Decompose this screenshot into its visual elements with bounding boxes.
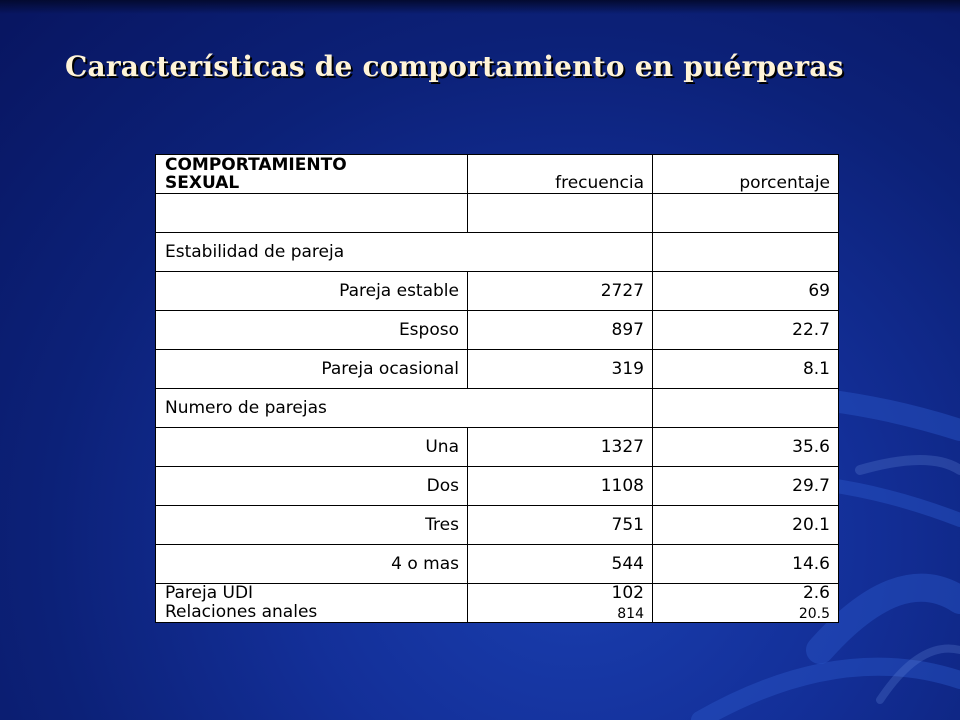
row-label: Esposo — [155, 310, 468, 350]
frecuencia-cell: 1327 — [467, 427, 653, 467]
porcentaje-anales: 20.5 — [798, 605, 830, 622]
row-label: Dos — [155, 466, 468, 506]
row-label: Pareja estable — [155, 271, 468, 311]
table-header-row: COMPORTAMIENTO SEXUAL frecuencia porcent… — [155, 154, 839, 194]
table-row: Una 1327 35.6 — [155, 427, 839, 467]
frecuencia-cell: 319 — [467, 349, 653, 389]
porcentaje-cell: 22.7 — [652, 310, 839, 350]
frecuencia-anales: 814 — [617, 605, 644, 622]
porcentaje-cell: 8.1 — [652, 349, 839, 389]
table-row: Pareja estable 2727 69 — [155, 271, 839, 311]
header-comportamiento: COMPORTAMIENTO SEXUAL — [155, 154, 468, 194]
porcentaje-cell: 2.6 20.5 — [652, 582, 839, 624]
row-label: Pareja ocasional — [155, 349, 468, 389]
behavior-table: COMPORTAMIENTO SEXUAL frecuencia porcent… — [155, 154, 839, 624]
table-row: Dos 1108 29.7 — [155, 466, 839, 506]
header-porcentaje: porcentaje — [652, 154, 839, 194]
empty-cell — [652, 232, 839, 272]
row-label: 4 o mas — [155, 544, 468, 584]
label-relaciones-anales: Relaciones anales — [165, 602, 318, 623]
frecuencia-cell: 897 — [467, 310, 653, 350]
porcentaje-cell: 14.6 — [652, 544, 839, 584]
row-label: Tres — [155, 505, 468, 545]
blank-row — [155, 193, 839, 233]
porcentaje-cell: 35.6 — [652, 427, 839, 467]
porcentaje-cell: 29.7 — [652, 466, 839, 506]
frecuencia-cell: 751 — [467, 505, 653, 545]
section-label: Numero de parejas — [155, 388, 653, 428]
table-row: Pareja ocasional 319 8.1 — [155, 349, 839, 389]
blank-cell — [652, 193, 839, 233]
slide-title: Características de comportamiento en pué… — [65, 50, 844, 83]
frecuencia-cell: 2727 — [467, 271, 653, 311]
table-row: Tres 751 20.1 — [155, 505, 839, 545]
section-label: Estabilidad de pareja — [155, 232, 653, 272]
section-row-numero: Numero de parejas — [155, 388, 839, 428]
empty-cell — [652, 388, 839, 428]
section-row-estabilidad: Estabilidad de pareja — [155, 232, 839, 272]
frecuencia-cell: 102 814 — [467, 582, 653, 624]
blank-cell — [467, 193, 653, 233]
label-pareja-udi: Pareja UDI — [165, 583, 254, 604]
porcentaje-udi: 2.6 — [802, 583, 830, 603]
row-label: Una — [155, 427, 468, 467]
porcentaje-cell: 69 — [652, 271, 839, 311]
header-frecuencia: frecuencia — [467, 154, 653, 194]
blank-cell — [155, 193, 468, 233]
header-line-1: COMPORTAMIENTO — [165, 154, 347, 175]
porcentaje-cell: 20.1 — [652, 505, 839, 545]
frecuencia-cell: 544 — [467, 544, 653, 584]
table-row-udi-anales: Pareja UDI Relaciones anales 102 814 2.6… — [155, 582, 839, 624]
table-row: Esposo 897 22.7 — [155, 310, 839, 350]
frecuencia-cell: 1108 — [467, 466, 653, 506]
row-label: Pareja UDI Relaciones anales — [155, 582, 468, 624]
header-line-2: SEXUAL — [165, 173, 240, 194]
top-band — [0, 0, 960, 14]
frecuencia-udi: 102 — [611, 583, 644, 603]
table-row: 4 o mas 544 14.6 — [155, 544, 839, 584]
